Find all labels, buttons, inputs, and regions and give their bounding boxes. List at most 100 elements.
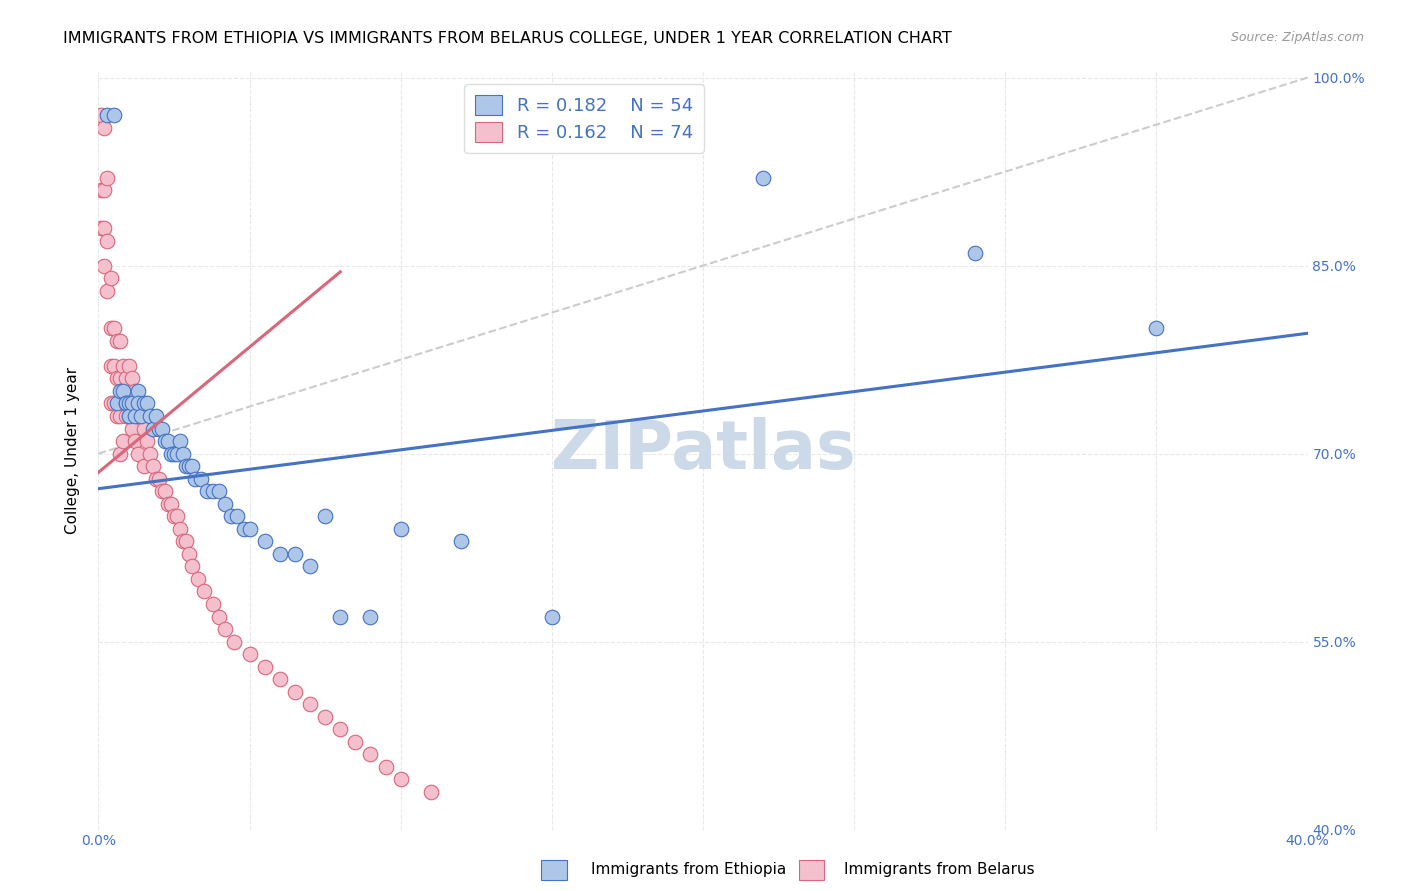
Point <box>118 396 141 410</box>
Point <box>752 170 775 185</box>
Point <box>111 434 134 448</box>
Point <box>93 120 115 135</box>
Text: Immigrants from Belarus: Immigrants from Belarus <box>844 863 1035 877</box>
Y-axis label: College, Under 1 year: College, Under 1 year <box>65 367 80 534</box>
Text: Source: ZipAtlas.com: Source: ZipAtlas.com <box>1230 31 1364 45</box>
Point <box>224 634 246 648</box>
Point <box>114 409 136 423</box>
Point <box>187 572 209 586</box>
Point <box>105 371 128 385</box>
Point <box>1144 321 1167 335</box>
Point <box>93 183 115 197</box>
Point <box>105 409 128 423</box>
Point <box>114 396 136 410</box>
Point <box>314 509 336 524</box>
Text: Immigrants from Ethiopia: Immigrants from Ethiopia <box>591 863 786 877</box>
Point <box>111 384 134 398</box>
Point <box>239 647 262 661</box>
Point <box>450 534 472 549</box>
Point <box>148 472 170 486</box>
Point <box>221 509 243 524</box>
Point <box>181 459 204 474</box>
Point <box>132 396 155 410</box>
Point <box>118 409 141 423</box>
Point <box>100 271 122 285</box>
Point <box>108 447 131 461</box>
Point <box>132 459 155 474</box>
Point <box>93 221 115 235</box>
Point <box>150 484 173 499</box>
Point <box>90 221 112 235</box>
Point <box>540 609 562 624</box>
Text: IMMIGRANTS FROM ETHIOPIA VS IMMIGRANTS FROM BELARUS COLLEGE, UNDER 1 YEAR CORREL: IMMIGRANTS FROM ETHIOPIA VS IMMIGRANTS F… <box>63 31 952 46</box>
Point <box>129 409 152 423</box>
Point <box>111 359 134 373</box>
Point <box>135 396 157 410</box>
Point <box>114 396 136 410</box>
Point <box>121 421 143 435</box>
Point <box>103 321 125 335</box>
Point <box>139 447 162 461</box>
Point <box>172 447 194 461</box>
Point <box>374 760 396 774</box>
Point <box>124 409 146 423</box>
Point <box>329 723 352 737</box>
Point <box>118 359 141 373</box>
Point <box>284 684 307 698</box>
Point <box>239 522 262 536</box>
Point <box>299 698 322 712</box>
Point <box>169 522 191 536</box>
Point <box>142 421 165 435</box>
Point <box>145 409 167 423</box>
Point <box>179 547 201 561</box>
Point <box>208 484 231 499</box>
Point <box>329 609 352 624</box>
Point <box>420 785 443 799</box>
Point <box>214 622 236 636</box>
Point <box>90 183 112 197</box>
Point <box>226 509 249 524</box>
Point <box>96 170 118 185</box>
Point <box>96 234 118 248</box>
Point <box>156 497 179 511</box>
Point <box>174 534 197 549</box>
Point <box>132 421 155 435</box>
Point <box>253 534 276 549</box>
Point <box>124 384 146 398</box>
Point <box>127 447 149 461</box>
Point <box>184 472 207 486</box>
Point <box>360 609 382 624</box>
Point <box>193 584 215 599</box>
Point <box>163 447 186 461</box>
Point <box>121 371 143 385</box>
Point <box>156 434 179 448</box>
Point <box>108 371 131 385</box>
Point <box>103 396 125 410</box>
Point <box>153 484 176 499</box>
Point <box>166 447 188 461</box>
Point <box>127 396 149 410</box>
Point <box>105 334 128 348</box>
Point <box>253 659 276 673</box>
Point <box>111 396 134 410</box>
Point <box>190 472 212 486</box>
Point <box>169 434 191 448</box>
Point <box>153 434 176 448</box>
Point <box>93 259 115 273</box>
Point <box>172 534 194 549</box>
Point <box>965 246 987 260</box>
Point <box>121 396 143 410</box>
Point <box>174 459 197 474</box>
Point <box>139 409 162 423</box>
Point <box>100 359 122 373</box>
Point <box>96 284 118 298</box>
Point <box>314 710 336 724</box>
Point <box>108 409 131 423</box>
Point <box>103 108 125 122</box>
Point <box>269 672 291 686</box>
Point <box>202 597 225 611</box>
Point <box>166 509 188 524</box>
Point <box>202 484 225 499</box>
Point <box>100 396 122 410</box>
Point <box>145 472 167 486</box>
